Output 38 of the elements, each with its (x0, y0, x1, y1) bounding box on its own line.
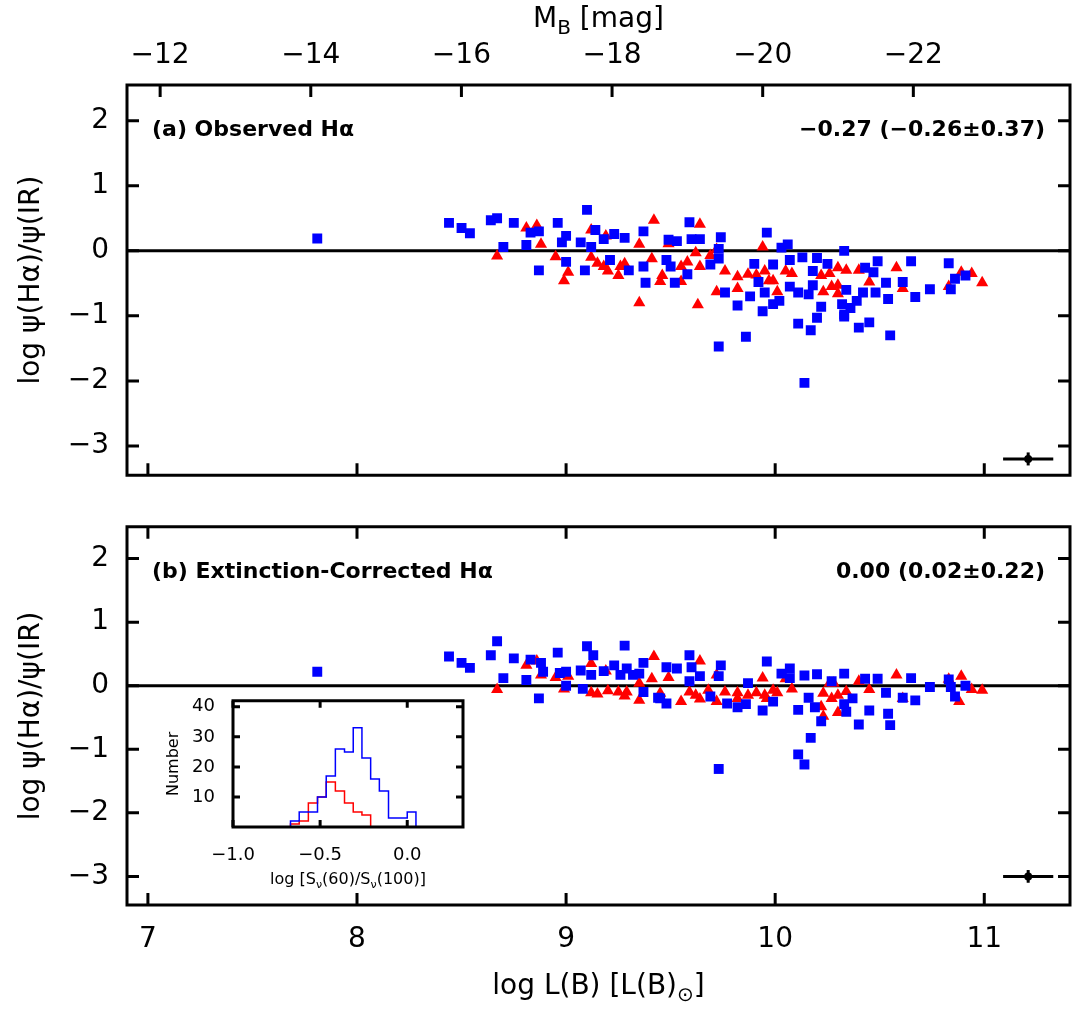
x-tick-label: 9 (557, 921, 575, 955)
x2-tick-label: −14 (281, 37, 341, 71)
y-tick-label: 20 (192, 754, 215, 776)
annotation: (b) Extinction-Corrected Hα (152, 557, 493, 583)
y-axis-title: Number (163, 731, 183, 797)
y-tick-label: −2 (67, 794, 109, 828)
annotation: (a) Observed Hα (152, 115, 355, 141)
x-tick-label: 10 (757, 921, 793, 955)
x2-tick-label: −16 (431, 37, 491, 71)
y-tick-label: 0 (91, 666, 109, 700)
y-tick-label: 30 (192, 724, 215, 746)
x-tick-label: 11 (966, 921, 1003, 955)
y-tick-label: 2 (91, 102, 109, 136)
x-tick-label: 7 (139, 921, 157, 955)
y-tick-label: 10 (192, 784, 215, 806)
y-tick-label: 2 (91, 539, 109, 573)
x-tick-label: −0.5 (298, 843, 342, 865)
y-tick-label: −2 (67, 362, 109, 396)
y-axis-title: log ψ(Hα)/ψ(IR) (13, 175, 47, 385)
x2-tick-label: −22 (883, 37, 943, 71)
y-axis-title: log ψ(Hα)/ψ(IR) (13, 611, 47, 821)
y-tick-label: 40 (192, 694, 215, 716)
x2-tick-label: −18 (582, 37, 642, 71)
y-tick-label: −3 (67, 857, 109, 891)
y-tick-label: 1 (91, 167, 109, 201)
y-tick-label: 0 (91, 232, 109, 266)
y-tick-label: 1 (91, 603, 109, 637)
y-tick-label: −1 (67, 297, 109, 331)
x-tick-label: −1.0 (211, 843, 255, 865)
annotation: −0.27 (−0.26±0.37) (799, 115, 1046, 141)
y-tick-label: −1 (67, 730, 109, 764)
x-tick-label: 8 (348, 921, 366, 955)
x-axis-title: log L(B) [L(B)⊙] (492, 968, 705, 1006)
x2-tick-label: −12 (130, 37, 190, 71)
x2-tick-label: −20 (733, 37, 793, 71)
y-tick-label: −3 (67, 427, 109, 461)
annotation: 0.00 (0.02±0.22) (835, 557, 1045, 583)
x-tick-label: 0.0 (392, 843, 422, 865)
